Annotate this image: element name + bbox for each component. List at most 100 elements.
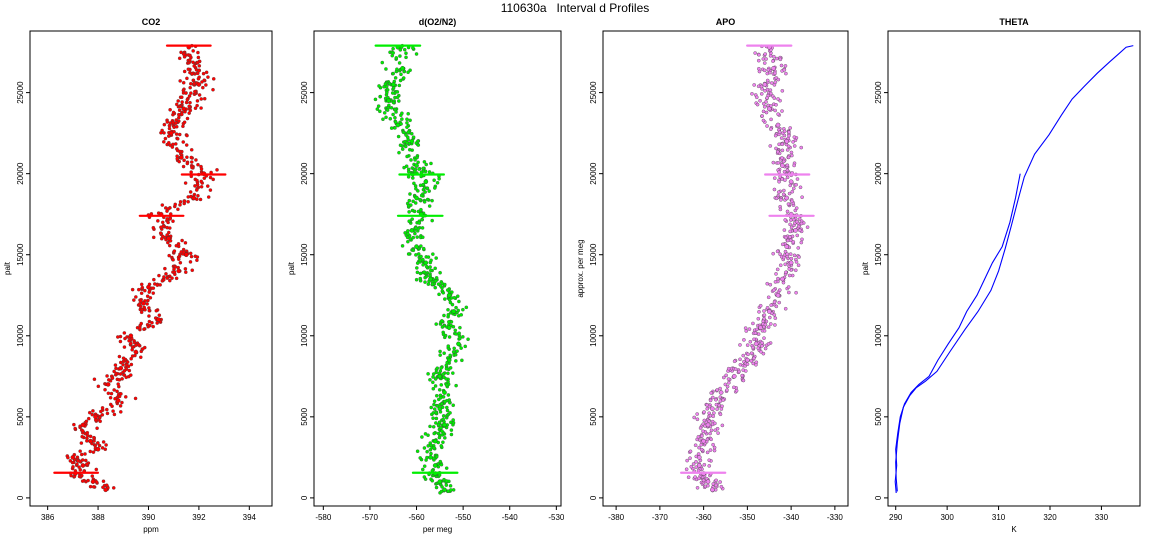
- do2n2-data-point: [415, 261, 420, 265]
- do2n2-data-point: [463, 344, 468, 349]
- do2n2-data-point: [377, 84, 381, 88]
- apo-data-point: [715, 388, 719, 392]
- do2n2-data-point: [441, 440, 445, 445]
- apo-data-point: [791, 186, 796, 191]
- co2-data-point: [174, 121, 178, 125]
- apo-data-point: [751, 345, 755, 350]
- apo-data-point: [762, 105, 767, 109]
- apo-data-point: [720, 423, 725, 428]
- co2-data-point: [97, 415, 102, 420]
- apo-data-point: [778, 174, 782, 179]
- do2n2-data-point: [415, 270, 420, 275]
- co2-data-point: [133, 353, 137, 358]
- do2n2-data-point: [455, 294, 460, 298]
- co2-data-point: [98, 419, 102, 424]
- apo-data-point: [756, 346, 761, 350]
- co2-data-point: [117, 354, 122, 359]
- do2n2-data-point: [438, 459, 443, 464]
- co2-data-point: [99, 409, 103, 414]
- do2n2-data-point: [434, 256, 438, 260]
- theta-y-tick-label: 15000: [874, 243, 883, 266]
- co2-data-point: [201, 85, 205, 90]
- co2-data-point: [189, 155, 194, 160]
- do2n2-data-point: [400, 117, 404, 121]
- do2n2-data-point: [422, 464, 427, 468]
- co2-data-point: [80, 463, 86, 468]
- co2-data-point: [167, 230, 171, 235]
- co2-data-point: [188, 108, 193, 113]
- apo-data-point: [713, 428, 718, 433]
- do2n2-data-point: [444, 483, 449, 487]
- co2-data-point: [154, 308, 159, 313]
- do2n2-data-point: [444, 479, 449, 483]
- do2n2-data-point: [416, 160, 420, 165]
- apo-data-point: [797, 255, 801, 259]
- apo-data-point: [716, 431, 720, 435]
- do2n2-data-point: [436, 431, 441, 436]
- do2n2-data-point: [420, 226, 425, 230]
- do2n2-data-point: [407, 219, 411, 224]
- apo-data-point: [777, 300, 781, 305]
- apo-data-point: [763, 346, 768, 351]
- apo-data-point: [780, 276, 785, 282]
- do2n2-data-point: [396, 134, 401, 139]
- do2n2-data-point: [394, 56, 399, 60]
- apo-data-point: [755, 95, 759, 100]
- co2-data-point: [174, 132, 179, 136]
- apo-data-point: [798, 185, 803, 190]
- apo-data-point: [753, 331, 758, 335]
- co2-data-point: [107, 378, 111, 382]
- apo-data-point: [778, 263, 783, 268]
- co2-data-point: [208, 188, 213, 192]
- do2n2-data-point: [406, 169, 411, 174]
- co2-data-point: [185, 116, 190, 121]
- co2-data-point: [147, 290, 152, 294]
- apo-data-point: [780, 242, 785, 247]
- apo-data-point: [772, 300, 777, 304]
- co2-data-point: [195, 178, 199, 183]
- co2-data-point: [108, 395, 113, 400]
- apo-data-point: [753, 51, 757, 55]
- do2n2-data-point: [397, 83, 402, 88]
- apo-data-point: [772, 187, 777, 192]
- co2-data-point: [186, 67, 191, 71]
- co2-data-point: [113, 396, 117, 401]
- co2-data-point: [151, 225, 156, 230]
- apo-data-point: [787, 267, 792, 271]
- do2n2-data-point: [446, 312, 451, 317]
- co2-data-point: [130, 287, 135, 292]
- do2n2-data-point: [429, 258, 433, 263]
- co2-data-point: [185, 133, 189, 138]
- do2n2-data-point: [391, 100, 396, 105]
- apo-data-point: [710, 406, 715, 412]
- do2n2-data-point: [431, 416, 435, 420]
- do2n2-data-point: [411, 135, 416, 139]
- do2n2-data-point: [408, 192, 412, 196]
- do2n2-data-point: [421, 182, 426, 187]
- co2-data-point: [86, 416, 91, 421]
- apo-data-point: [775, 267, 780, 272]
- apo-data-point: [782, 159, 786, 164]
- co2-data-point: [191, 195, 197, 201]
- co2-data-point: [101, 479, 106, 484]
- do2n2-data-point: [409, 138, 415, 144]
- do2n2-data-point: [411, 199, 415, 204]
- apo-data-point: [776, 161, 781, 165]
- apo-data-point: [764, 110, 769, 115]
- do2n2-data-point: [412, 181, 416, 186]
- co2-data-point: [96, 384, 101, 389]
- co2-y-tick-label: 20000: [16, 162, 25, 185]
- co2-data-point: [199, 185, 204, 189]
- apo-data-point: [698, 426, 703, 430]
- do2n2-data-point: [406, 130, 411, 134]
- apo-data-point: [749, 359, 754, 363]
- do2n2-data-point: [445, 405, 449, 410]
- apo-data-point: [721, 398, 726, 402]
- apo-data-point: [765, 124, 769, 128]
- do2n2-data-point: [417, 167, 421, 171]
- co2-data-point: [117, 384, 121, 389]
- do2n2-data-point: [437, 176, 441, 181]
- co2-data-point: [103, 387, 107, 392]
- apo-data-point: [792, 253, 797, 258]
- do2n2-data-point: [448, 484, 453, 488]
